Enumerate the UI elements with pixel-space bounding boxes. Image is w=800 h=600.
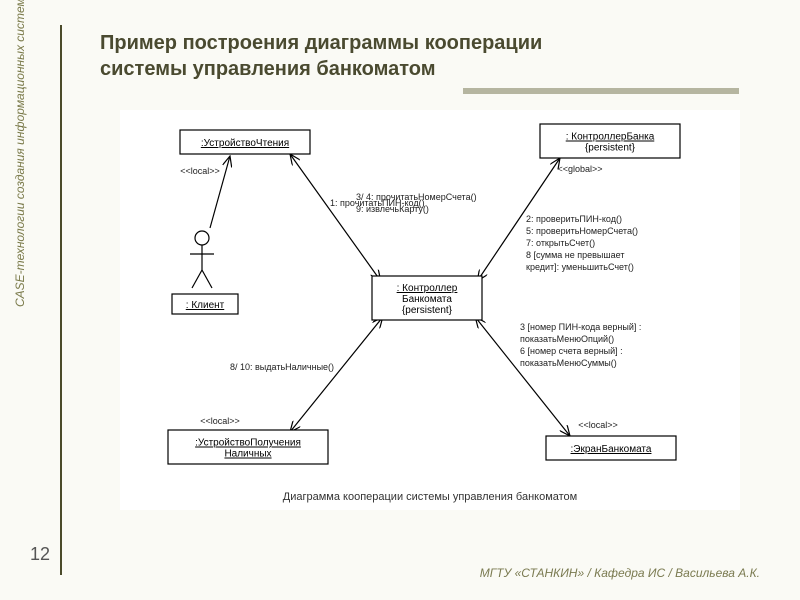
svg-text:Наличных: Наличных (224, 449, 271, 460)
svg-text::УстройствоЧтения: :УстройствоЧтения (201, 138, 289, 149)
svg-text:3 [номер ПИН-кода верный] :: 3 [номер ПИН-кода верный] : (520, 322, 641, 332)
svg-text:6 [номер счета верный] :: 6 [номер счета верный] : (520, 346, 623, 356)
svg-text:8 [сумма не превышает: 8 [сумма не превышает (526, 250, 624, 260)
svg-text:<<local>>: <<local>> (578, 420, 618, 430)
svg-text:Банкомата: Банкомата (402, 294, 452, 305)
svg-text:<<local>>: <<local>> (180, 166, 220, 176)
svg-text:3/ 4: прочитатьНомерСчета(): 3/ 4: прочитатьНомерСчета() (356, 192, 477, 202)
svg-text:показатьМенюСуммы(): показатьМенюСуммы() (520, 358, 617, 368)
diagram-caption: Диаграмма кооперации системы управления … (283, 491, 577, 503)
footer-text: МГТУ «СТАНКИН» / Кафедра ИС / Васильева … (480, 566, 760, 580)
title-line1: Пример построения диаграммы кооперации (100, 32, 542, 54)
title-underline (463, 88, 739, 94)
svg-text:{persistent}: {persistent} (585, 143, 636, 154)
svg-text:кредит]: уменьшитьСчет(): кредит]: уменьшитьСчет() (526, 262, 634, 272)
page-number: 12 (30, 544, 50, 565)
title-line2: системы управления банкоматом (100, 58, 436, 80)
svg-text:5: проверитьНомерСчета(): 5: проверитьНомерСчета() (526, 226, 638, 236)
svg-text:: Контроллер: : Контроллер (397, 283, 458, 294)
page-title: Пример построения диаграммы кооперации с… (100, 30, 700, 82)
svg-text:<<global>>: <<global>> (557, 164, 602, 174)
svg-text:{persistent}: {persistent} (402, 305, 453, 316)
left-accent-line (60, 25, 62, 575)
svg-text:7: открытьСчет(): 7: открытьСчет() (526, 238, 595, 248)
diagram-svg: <<local>>1: прочитатьПИН-код()3/ 4: проч… (120, 110, 740, 510)
svg-text:: Клиент: : Клиент (186, 300, 225, 311)
svg-text:<<local>>: <<local>> (200, 416, 240, 426)
svg-text:2: проверитьПИН-код(): 2: проверитьПИН-код() (526, 214, 622, 224)
collaboration-diagram: <<local>>1: прочитатьПИН-код()3/ 4: проч… (120, 110, 740, 510)
svg-text:: КонтроллерБанка: : КонтроллерБанка (566, 132, 655, 143)
sidebar-label: CASE-технологии создания информационных … (13, 0, 27, 307)
svg-text::УстройствоПолучения: :УстройствоПолучения (195, 438, 301, 449)
svg-text:показатьМенюОпций(): показатьМенюОпций() (520, 334, 614, 344)
svg-text::ЭкранБанкомата: :ЭкранБанкомата (571, 444, 652, 455)
svg-text:9: извлечьКарту(): 9: извлечьКарту() (356, 204, 429, 214)
svg-text:8/ 10: выдатьНаличные(): 8/ 10: выдатьНаличные() (230, 362, 334, 372)
